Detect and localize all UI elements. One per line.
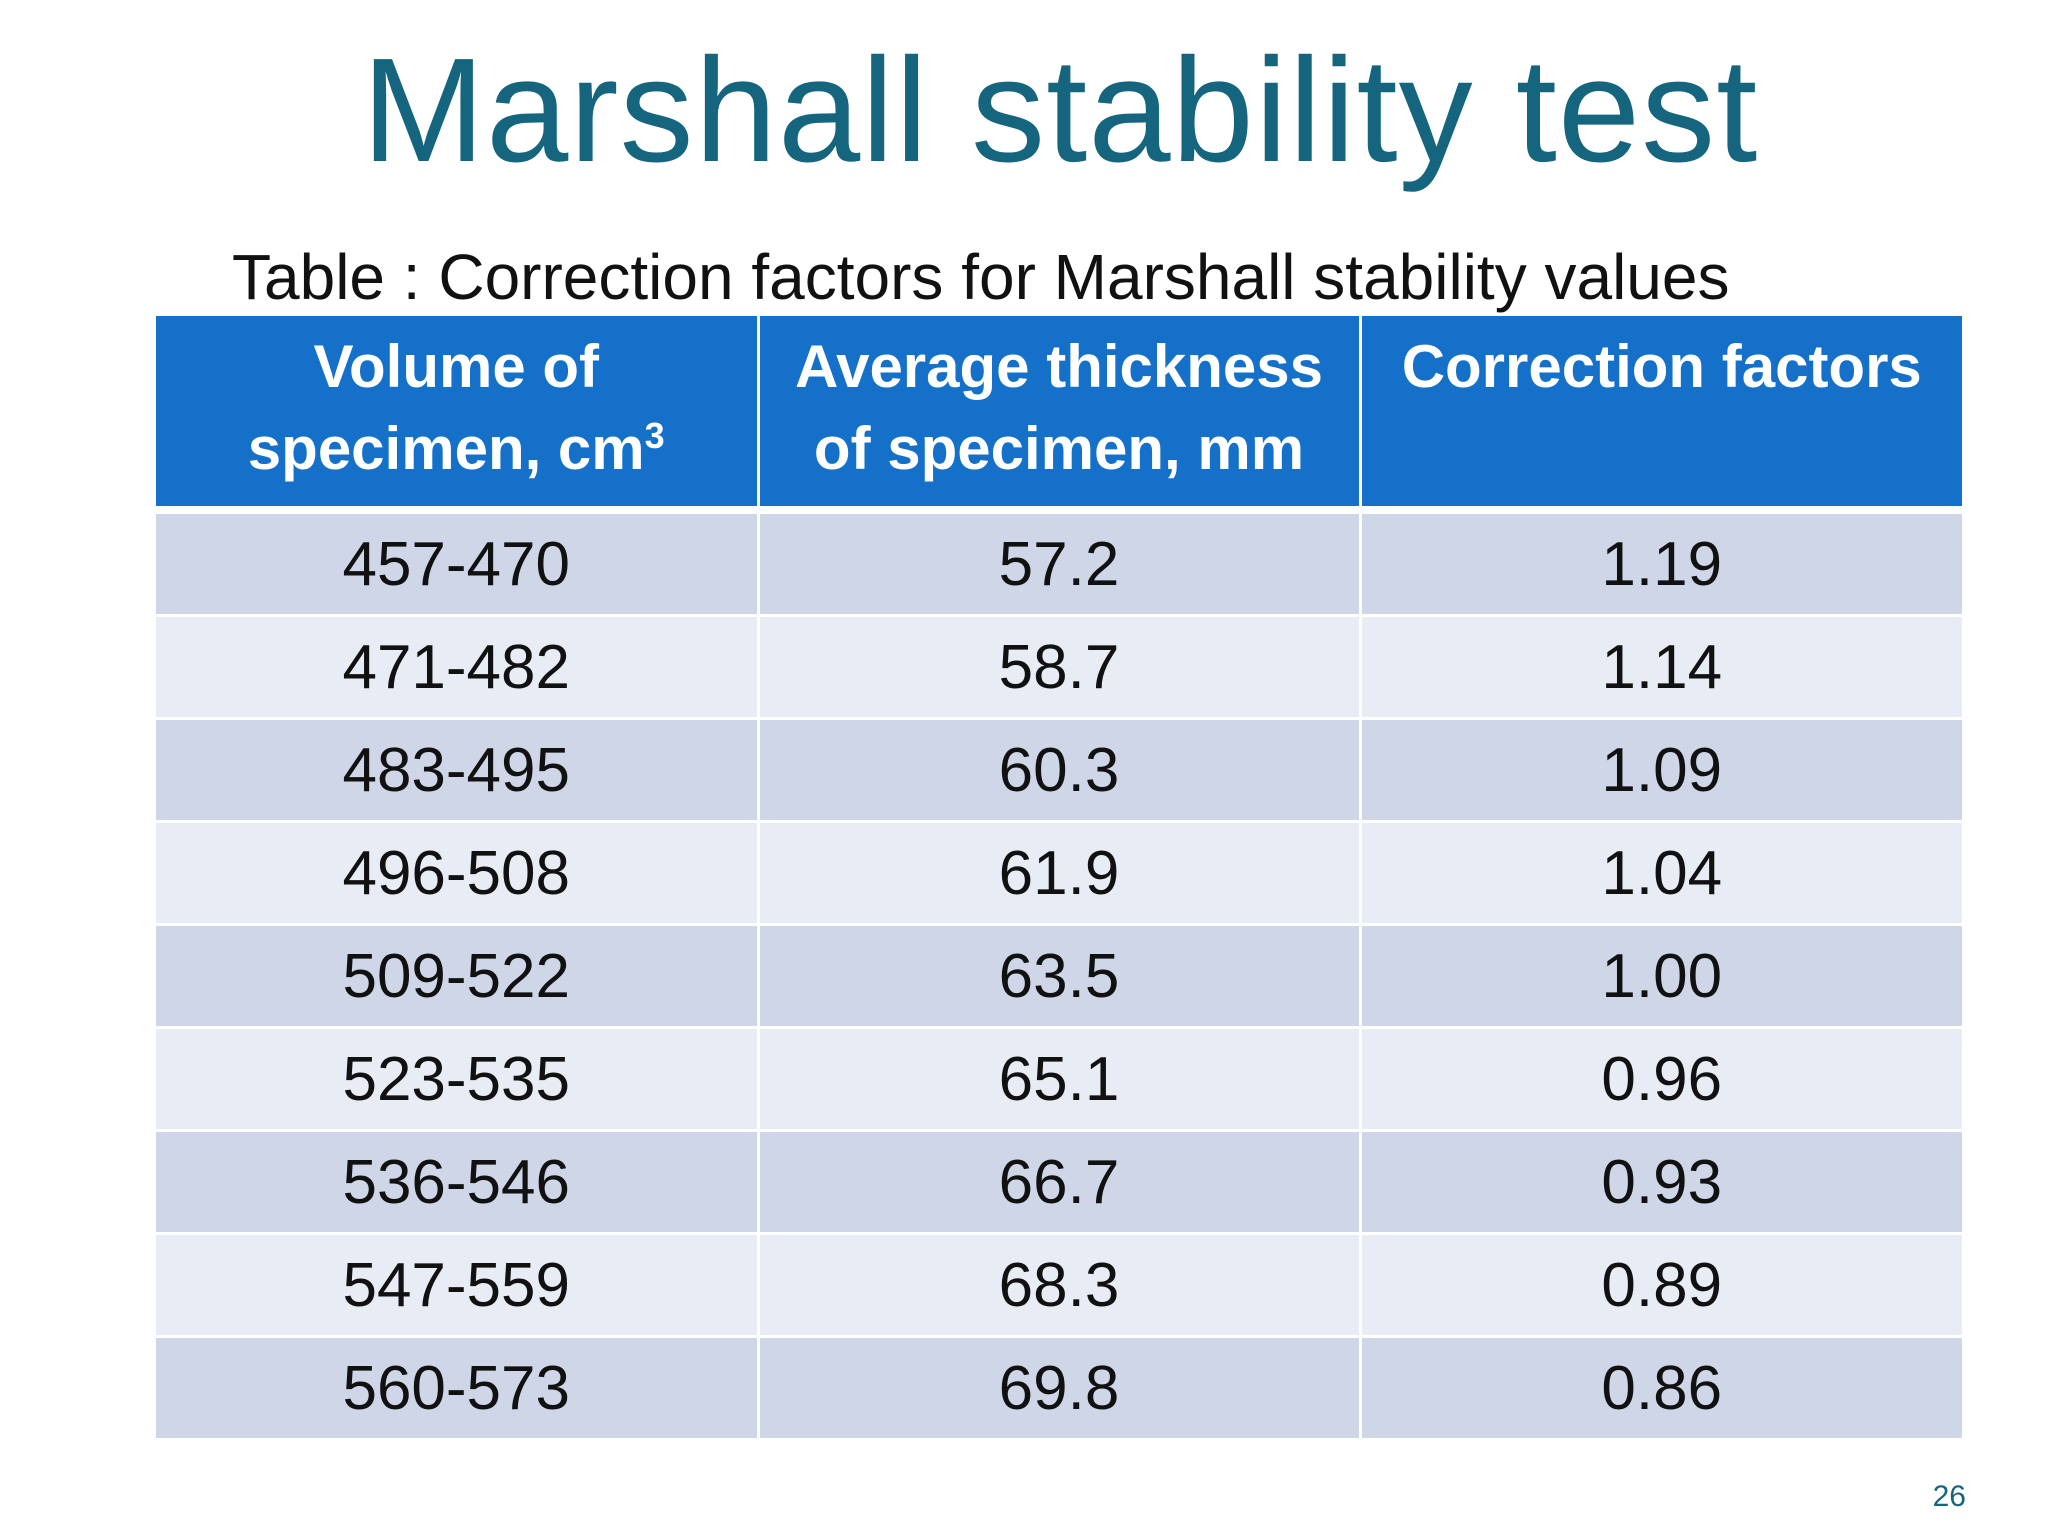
table-row: 560-573 69.8 0.86 — [156, 1336, 1962, 1441]
cell-correction: 0.96 — [1360, 1027, 1962, 1132]
header-row: Volume of specimen, cm3 Average thicknes… — [156, 316, 1962, 514]
header-thickness: Average thickness of specimen, mm — [758, 316, 1362, 514]
cell-volume: 483-495 — [156, 718, 760, 823]
page-number: 26 — [1932, 1480, 1966, 1513]
cell-correction: 1.14 — [1360, 615, 1962, 720]
table-row: 547-559 68.3 0.89 — [156, 1233, 1962, 1338]
cell-correction: 1.19 — [1360, 510, 1962, 617]
header-volume-line2: specimen, cm — [247, 415, 645, 482]
table-row: 496-508 61.9 1.04 — [156, 821, 1962, 926]
cell-thickness: 68.3 — [758, 1233, 1362, 1338]
table-row: 457-470 57.2 1.19 — [156, 510, 1962, 617]
cell-correction: 1.00 — [1360, 924, 1962, 1029]
cell-correction: 0.93 — [1360, 1130, 1962, 1235]
correction-factors-table: Volume of specimen, cm3 Average thicknes… — [156, 316, 1962, 1441]
cell-correction: 1.09 — [1360, 718, 1962, 823]
cell-thickness: 69.8 — [758, 1336, 1362, 1441]
cell-thickness: 58.7 — [758, 615, 1362, 720]
cell-thickness: 65.1 — [758, 1027, 1362, 1132]
cell-correction: 1.04 — [1360, 821, 1962, 926]
header-volume: Volume of specimen, cm3 — [156, 316, 760, 514]
table-body: 457-470 57.2 1.19 471-482 58.7 1.14 483-… — [156, 510, 1962, 1441]
cell-volume: 523-535 — [156, 1027, 760, 1132]
cell-volume: 560-573 — [156, 1336, 760, 1441]
header-thickness-line2: of specimen, mm — [813, 415, 1305, 482]
header-volume-line1: Volume of — [313, 333, 600, 400]
cell-volume: 457-470 — [156, 510, 760, 617]
table-header: Volume of specimen, cm3 Average thicknes… — [156, 316, 1962, 514]
table-caption: Table : Correction factors for Marshall … — [232, 241, 1730, 313]
cell-volume: 496-508 — [156, 821, 760, 926]
header-volume-superscript: 3 — [644, 415, 665, 456]
cell-volume: 471-482 — [156, 615, 760, 720]
table-row: 471-482 58.7 1.14 — [156, 615, 1962, 720]
cell-thickness: 63.5 — [758, 924, 1362, 1029]
header-correction: Correction factors — [1360, 316, 1962, 514]
cell-thickness: 57.2 — [758, 510, 1362, 617]
cell-volume: 547-559 — [156, 1233, 760, 1338]
slide-title: Marshall stability test — [361, 28, 1759, 193]
table-row: 536-546 66.7 0.93 — [156, 1130, 1962, 1235]
cell-correction: 0.89 — [1360, 1233, 1962, 1338]
cell-thickness: 61.9 — [758, 821, 1362, 926]
table-row: 483-495 60.3 1.09 — [156, 718, 1962, 823]
cell-volume: 536-546 — [156, 1130, 760, 1235]
cell-thickness: 66.7 — [758, 1130, 1362, 1235]
table-row: 523-535 65.1 0.96 — [156, 1027, 1962, 1132]
table-row: 509-522 63.5 1.00 — [156, 924, 1962, 1029]
cell-correction: 0.86 — [1360, 1336, 1962, 1441]
cell-volume: 509-522 — [156, 924, 760, 1029]
header-correction-line1: Correction factors — [1401, 333, 1922, 400]
header-thickness-line1: Average thickness — [794, 333, 1324, 400]
cell-thickness: 60.3 — [758, 718, 1362, 823]
